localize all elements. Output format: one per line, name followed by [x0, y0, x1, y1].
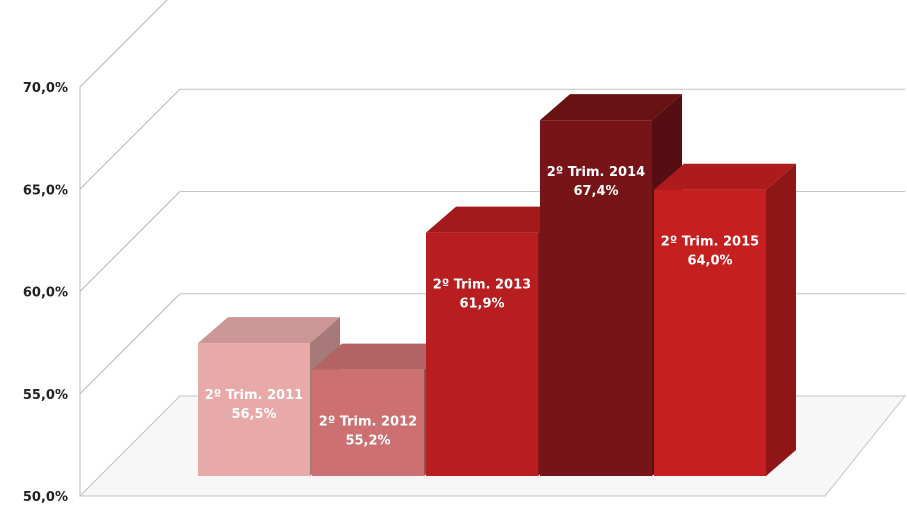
y-tick-label: 65,0% [23, 183, 68, 198]
side-gridline [79, 293, 181, 395]
bar-value-label: 64,0% [687, 254, 732, 269]
bar-top-face [312, 343, 454, 370]
bar-value-label: 61,9% [459, 297, 504, 312]
bar-top-face [198, 317, 340, 344]
y-tick-label: 50,0% [23, 490, 68, 505]
bar [654, 189, 766, 476]
side-gridline [79, 191, 181, 292]
bar [312, 369, 424, 476]
bar [426, 232, 538, 476]
bar-top-face [426, 206, 568, 233]
bar-category-label: 2º Trim. 2013 [433, 278, 531, 293]
bar-category-label: 2º Trim. 2015 [661, 235, 759, 250]
bar-value-label: 67,4% [573, 184, 618, 199]
side-gridline [79, 0, 168, 88]
side-gridline [79, 88, 181, 190]
y-tick-label: 55,0% [23, 388, 68, 403]
bar-category-label: 2º Trim. 2012 [319, 415, 417, 430]
bar-value-label: 56,5% [231, 407, 276, 422]
bar [540, 120, 652, 477]
bar-category-label: 2º Trim. 2014 [547, 165, 645, 180]
bar-top-face [654, 163, 796, 190]
bar-top-face [540, 94, 682, 121]
y-tick-label: 60,0% [23, 286, 68, 301]
bar [198, 343, 310, 476]
bar-value-label: 55,2% [345, 434, 390, 449]
y-tick-label: 70,0% [23, 81, 68, 96]
bar-side-face [766, 163, 796, 476]
bar-category-label: 2º Trim. 2011 [205, 388, 303, 403]
